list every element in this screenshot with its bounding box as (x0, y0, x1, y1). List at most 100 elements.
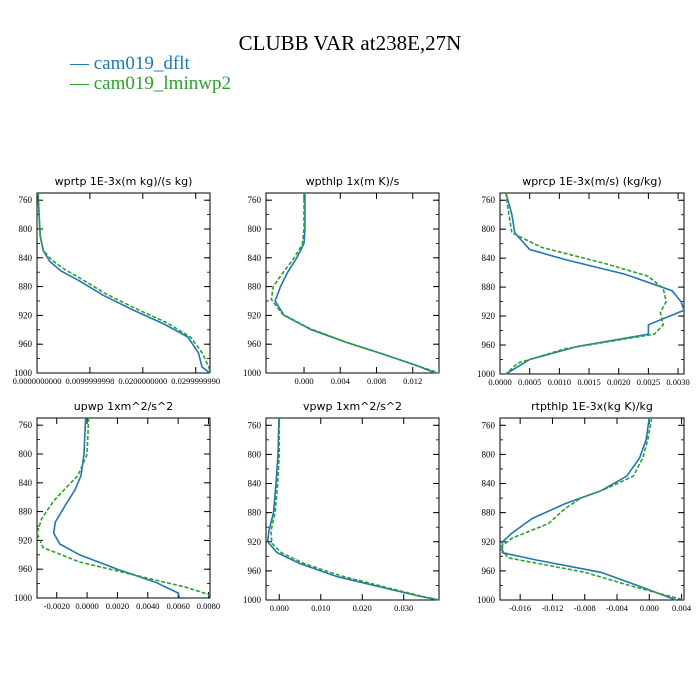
series-line-1 (37, 192, 211, 374)
panel-title: wpthlp 1x(m K)/s (306, 175, 400, 188)
x-tick-label: 0.0010 (548, 377, 571, 387)
x-tick-label: 0.0099999998 (65, 376, 114, 386)
y-tick-label: 960 (482, 566, 496, 576)
y-tick-label: 1000 (477, 595, 496, 605)
y-tick-label: 800 (482, 449, 496, 459)
panel-2: wpthlp 1x(m K)/s 760 800 840 880 920 960 1000 0.… (243, 175, 440, 386)
panels-grid: wprtp 1E-3x(m kg)/(s kg) 760 800 840 880 920 9… (13, 175, 692, 613)
x-tick-label: 0.0000 (75, 601, 98, 611)
y-tick-label: 960 (482, 340, 496, 350)
y-tick-label: 920 (482, 311, 496, 321)
y-tick-label: 800 (482, 224, 496, 234)
series-line-1 (266, 417, 440, 601)
panel-5: vpwp 1xm^2/s^2 760 800 840 880 920 960 1000 0.00… (243, 400, 440, 613)
y-tick-label: 1000 (14, 368, 33, 378)
x-tick-label: 0.0020 (607, 377, 630, 387)
x-tick-label: 0.000 (294, 376, 313, 386)
x-tick-label: 0.004 (331, 376, 351, 386)
y-tick-label: 800 (19, 449, 33, 459)
y-tick-label: 760 (248, 195, 262, 205)
series-line-1 (274, 193, 436, 374)
panel-3: wprcp 1E-3x(m/s) (kg/kg) 760 800 840 880 920 9… (477, 175, 690, 387)
panel-6: rtpthlp 1E-3x(kg K)/kg 760 800 840 880 920 960… (477, 400, 692, 613)
plot-frame (36, 417, 211, 599)
x-tick-label: 0.0015 (577, 377, 600, 387)
y-tick-label: 840 (19, 478, 33, 488)
figure-title: CLUBB VAR at238E,27N (239, 31, 462, 55)
y-tick-label: 960 (19, 339, 33, 349)
x-tick-label: 0.0299999990 (171, 376, 220, 386)
y-tick-label: 880 (248, 508, 262, 518)
y-tick-label: 760 (482, 420, 496, 430)
plot-frame (499, 417, 685, 601)
y-tick-label: 920 (19, 310, 33, 320)
plot-frame (265, 417, 440, 601)
y-tick-label: 840 (248, 479, 262, 489)
series-line-1 (52, 417, 181, 599)
x-tick-label: 0.0040 (136, 601, 159, 611)
plot-frame (265, 192, 440, 374)
y-tick-label: 920 (19, 535, 33, 545)
series-line-2 (37, 192, 211, 374)
y-tick-label: 920 (482, 537, 496, 547)
plot-frame (36, 192, 211, 374)
panel-title: rtpthlp 1E-3x(kg K)/kg (531, 400, 653, 413)
y-tick-label: 1000 (243, 595, 262, 605)
x-tick-label: -0.012 (541, 603, 563, 613)
series-line-2 (270, 193, 440, 374)
y-tick-label: 880 (482, 508, 496, 518)
y-tick-label: 800 (248, 224, 262, 234)
x-tick-label: 0.0005 (518, 377, 541, 387)
y-tick-label: 880 (248, 282, 262, 292)
x-tick-label: 0.0020 (106, 601, 129, 611)
panel-4: upwp 1xm^2/s^2 760 800 840 880 920 960 1000 -0.0… (14, 400, 220, 611)
x-tick-label: 0.004 (672, 603, 692, 613)
y-tick-label: 880 (19, 282, 33, 292)
y-tick-label: 1000 (477, 369, 496, 379)
panel-title: wprtp 1E-3x(m kg)/(s kg) (55, 175, 193, 188)
x-tick-label: -0.016 (509, 603, 531, 613)
series-line-2 (36, 417, 211, 599)
legend-entry-dflt: — cam019_dflt (69, 53, 191, 74)
y-tick-label: 800 (248, 449, 262, 459)
y-tick-label: 960 (19, 564, 33, 574)
x-tick-label: 0.0060 (166, 601, 189, 611)
x-tick-label: 0.000 (640, 603, 659, 613)
x-tick-label: 0.0030 (666, 377, 689, 387)
y-tick-label: 920 (248, 310, 262, 320)
y-tick-label: 840 (482, 479, 496, 489)
x-tick-label: 0.012 (403, 376, 422, 386)
x-tick-label: -0.008 (574, 603, 596, 613)
panel-title: vpwp 1xm^2/s^2 (303, 400, 402, 413)
x-tick-label: -0.0020 (44, 601, 70, 611)
panel-1: wprtp 1E-3x(m kg)/(s kg) 760 800 840 880 920 9… (13, 175, 221, 386)
y-tick-label: 840 (19, 253, 33, 263)
x-tick-label: 0.030 (394, 603, 413, 613)
y-tick-label: 760 (19, 195, 33, 205)
panel-title: upwp 1xm^2/s^2 (74, 400, 174, 413)
y-tick-label: 760 (248, 420, 262, 430)
y-tick-label: 960 (248, 566, 262, 576)
x-tick-label: 0.000 (270, 603, 289, 613)
y-tick-label: 880 (19, 507, 33, 517)
y-tick-label: 1000 (14, 593, 33, 603)
series-line-2 (270, 418, 440, 601)
x-tick-label: 0.0000000000 (13, 376, 62, 386)
y-tick-label: 840 (248, 253, 262, 263)
x-tick-label: -0.004 (606, 603, 629, 613)
x-tick-label: 0.010 (311, 603, 330, 613)
x-tick-label: 0.0000 (488, 377, 511, 387)
x-tick-label: 0.020 (353, 603, 372, 613)
series-line-2 (498, 417, 685, 601)
y-tick-label: 920 (248, 537, 262, 547)
x-tick-label: 0.0200000000 (118, 376, 167, 386)
y-tick-label: 760 (482, 195, 496, 205)
x-tick-label: 0.008 (367, 376, 386, 386)
panel-title: wprcp 1E-3x(m/s) (kg/kg) (522, 175, 661, 188)
x-tick-label: 0.0025 (637, 377, 660, 387)
plot-frame (499, 192, 685, 375)
series-line-1 (501, 417, 677, 601)
y-tick-label: 760 (19, 420, 33, 430)
y-tick-label: 840 (482, 253, 496, 263)
